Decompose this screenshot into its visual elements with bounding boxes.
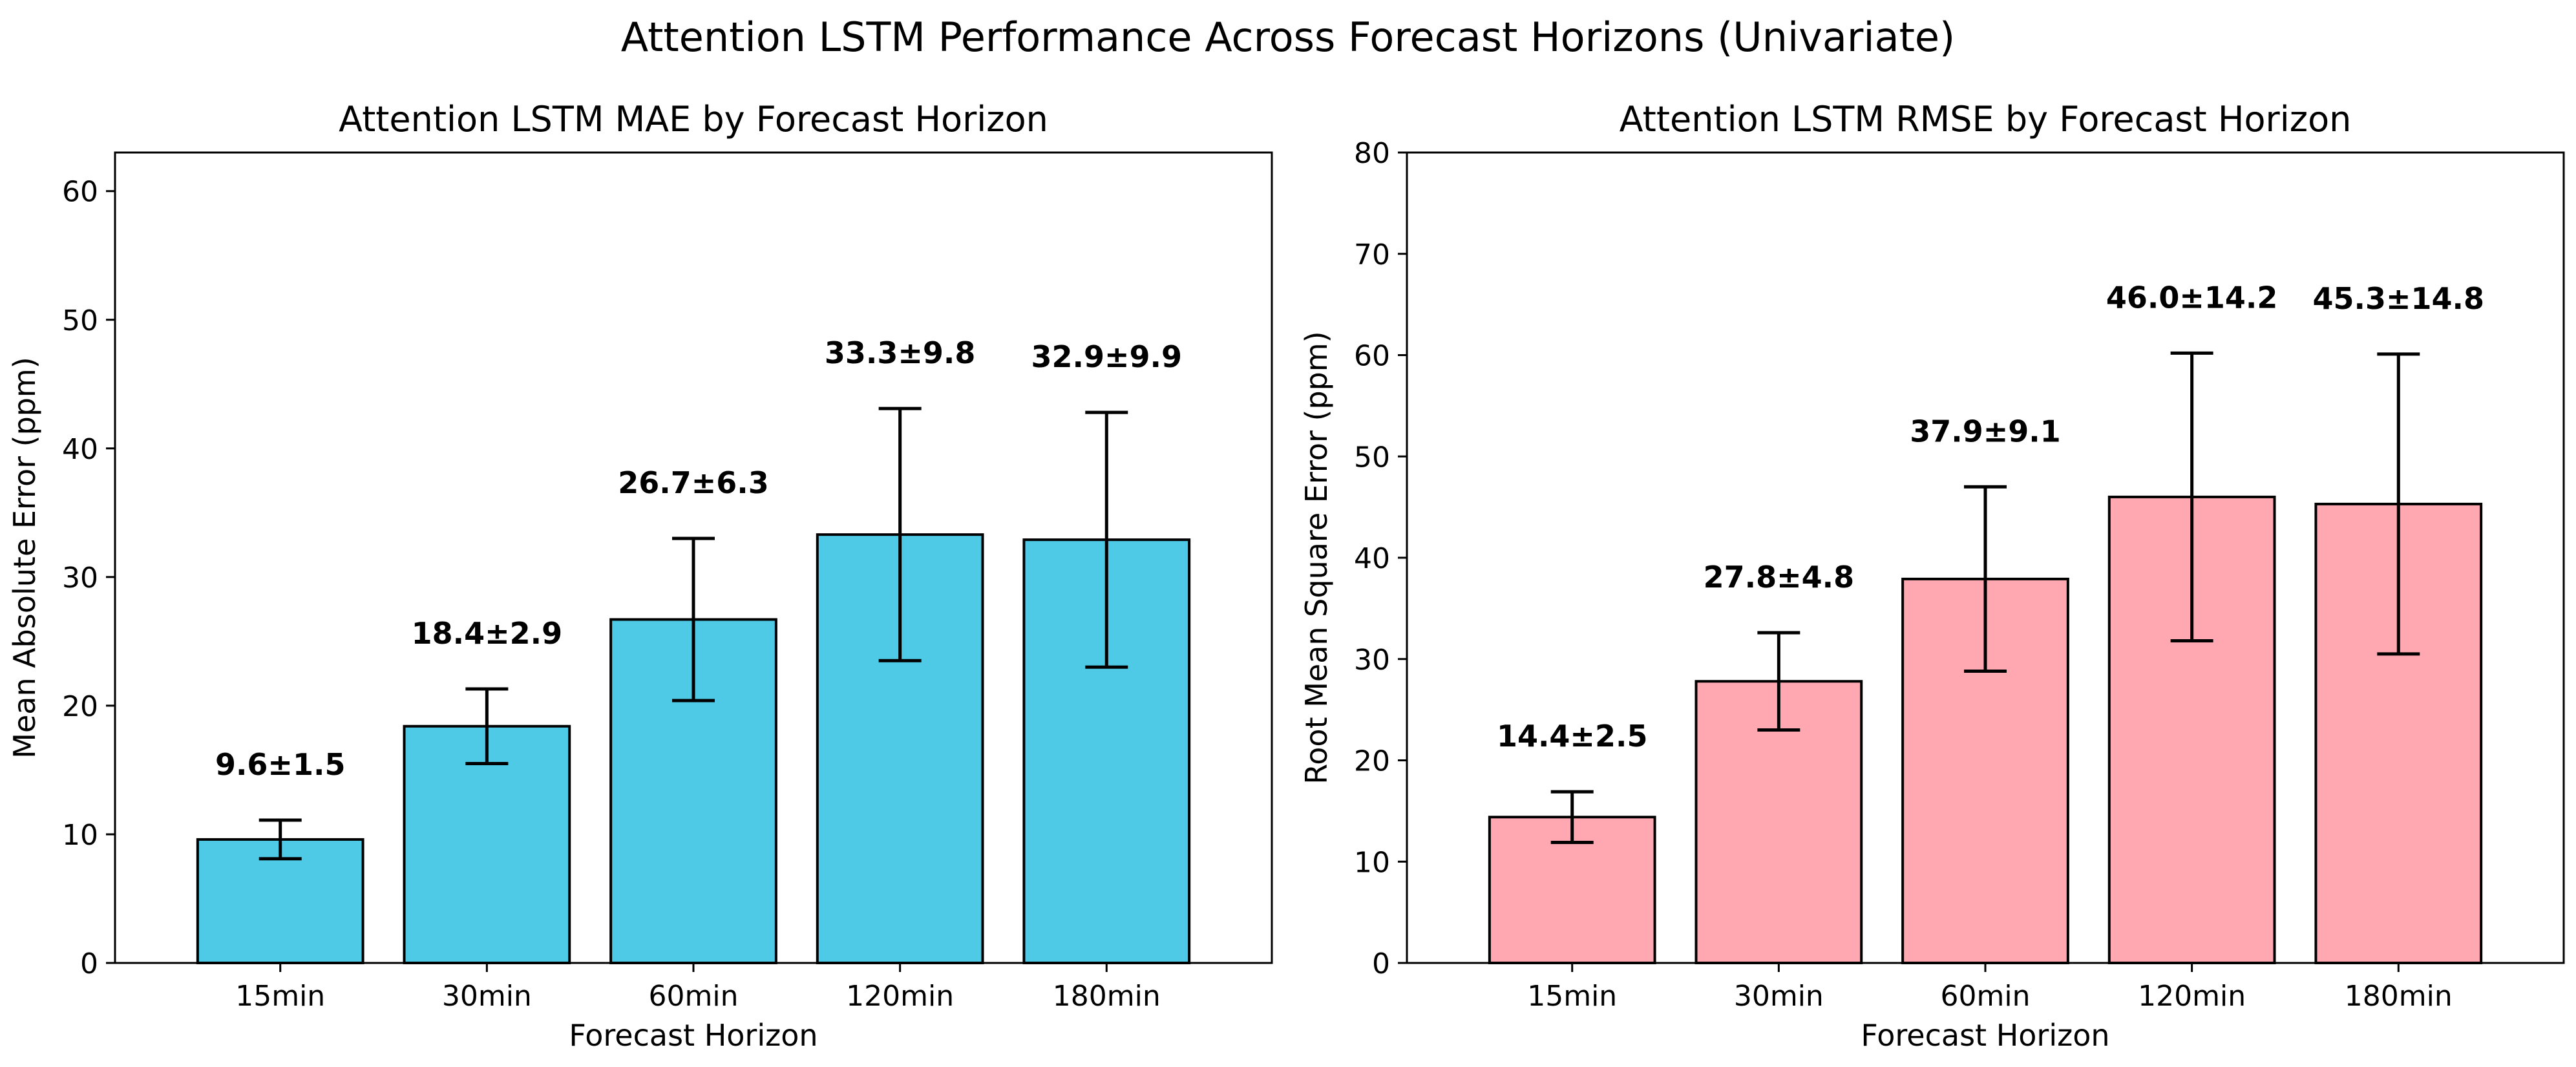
error-bar-30min bbox=[465, 687, 509, 765]
y-tick-label: 20 bbox=[1354, 745, 1390, 778]
data-label-180min: 32.9±9.9 bbox=[1031, 339, 1183, 374]
error-bar-180min bbox=[2377, 352, 2420, 656]
x-tick-label-180min: 180min bbox=[1053, 980, 1161, 1013]
y-tick-label: 80 bbox=[1354, 137, 1390, 170]
figure-title: Attention LSTM Performance Across Foreca… bbox=[620, 14, 1956, 61]
data-label-60min: 37.9±9.1 bbox=[1910, 414, 2061, 449]
y-tick-label: 20 bbox=[62, 690, 98, 723]
x-tick-label-30min: 30min bbox=[1734, 980, 1824, 1013]
error-bar-120min bbox=[878, 407, 922, 662]
x-tick-label-120min: 120min bbox=[846, 980, 954, 1013]
y-tick-label: 70 bbox=[1354, 238, 1390, 271]
data-label-180min: 45.3±14.8 bbox=[2313, 281, 2485, 316]
y-tick-label: 10 bbox=[1354, 846, 1390, 879]
y-tick-label: 40 bbox=[62, 433, 98, 466]
x-tick-label-60min: 60min bbox=[649, 980, 739, 1013]
subplot-2: Attention LSTM RMSE by Forecast Horizon 1… bbox=[1299, 99, 2565, 1053]
error-bar-15min bbox=[259, 818, 302, 861]
error-bar-120min bbox=[2170, 351, 2213, 643]
subplot-1: Attention LSTM MAE by Forecast Horizon 9.… bbox=[7, 99, 1273, 1053]
x-tick-label-30min: 30min bbox=[442, 980, 532, 1013]
x-tick-label-60min: 60min bbox=[1941, 980, 2031, 1013]
subplot-title: Attention LSTM MAE by Forecast Horizon bbox=[339, 99, 1048, 140]
y-tick-label: 10 bbox=[62, 819, 98, 852]
data-label-60min: 26.7±6.3 bbox=[618, 465, 769, 500]
error-bar-15min bbox=[1550, 790, 1594, 844]
y-tick-label: 40 bbox=[1354, 542, 1390, 575]
error-bar-60min bbox=[672, 536, 715, 703]
x-axis-label: Forecast Horizon bbox=[569, 1018, 818, 1053]
x-tick-label-180min: 180min bbox=[2345, 980, 2453, 1013]
y-tick-label: 30 bbox=[1354, 644, 1390, 677]
y-axis-label: Mean Absolute Error (ppm) bbox=[7, 357, 42, 758]
y-tick-label: 0 bbox=[80, 947, 98, 980]
y-tick-label: 50 bbox=[62, 304, 98, 337]
data-label-30min: 18.4±2.9 bbox=[412, 616, 563, 651]
subplot-title: Attention LSTM RMSE by Forecast Horizon bbox=[1620, 99, 2352, 140]
data-label-120min: 33.3±9.8 bbox=[825, 335, 976, 370]
x-tick-label-120min: 120min bbox=[2138, 980, 2246, 1013]
y-tick-label: 60 bbox=[62, 176, 98, 209]
x-tick-label-15min: 15min bbox=[235, 980, 325, 1013]
data-label-15min: 9.6±1.5 bbox=[215, 747, 346, 782]
x-axis-label: Forecast Horizon bbox=[1861, 1018, 2109, 1053]
y-tick-label: 30 bbox=[62, 562, 98, 595]
x-tick-label-15min: 15min bbox=[1527, 980, 1617, 1013]
y-axis-label: Root Mean Square Error (ppm) bbox=[1299, 331, 1334, 784]
error-bar-30min bbox=[1757, 631, 1800, 732]
error-bar-60min bbox=[1964, 485, 2007, 673]
error-bar-180min bbox=[1085, 410, 1128, 669]
data-label-120min: 46.0±14.2 bbox=[2106, 280, 2278, 315]
y-tick-label: 60 bbox=[1354, 340, 1390, 373]
data-label-15min: 14.4±2.5 bbox=[1497, 719, 1648, 754]
y-tick-label: 0 bbox=[1372, 947, 1390, 980]
data-label-30min: 27.8±4.8 bbox=[1704, 560, 1855, 595]
y-tick-label: 50 bbox=[1354, 441, 1390, 474]
